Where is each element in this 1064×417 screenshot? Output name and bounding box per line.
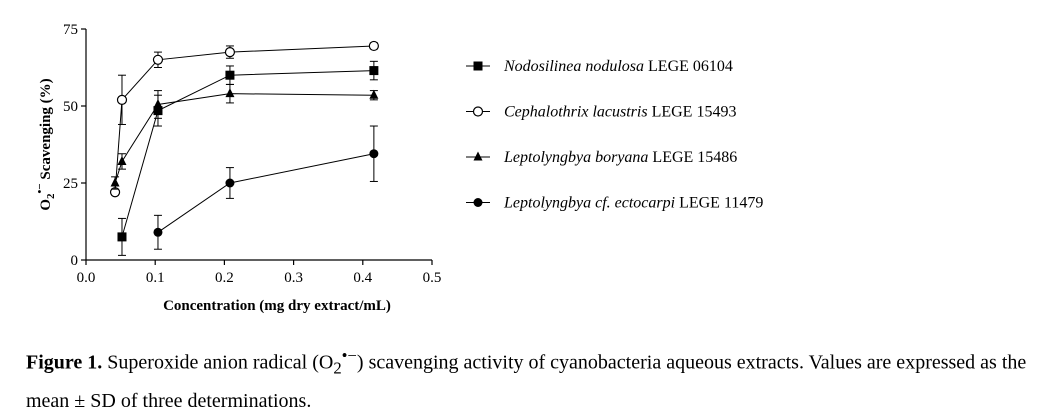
caption-label: Figure 1. <box>26 351 103 374</box>
legend-label-species: Cephalothrix lacustris <box>504 104 648 121</box>
caption-text-before: Superoxide anion radical (O <box>102 351 334 374</box>
legend-label-strain: LEGE 15486 <box>648 149 737 166</box>
caption-text-after: ) scavenging activity of cyanobacteria a… <box>26 351 1027 412</box>
x-tick-label: 0.3 <box>284 270 303 286</box>
plot-area <box>109 40 379 256</box>
legend-marker <box>472 106 484 117</box>
data-point <box>117 232 127 242</box>
data-point <box>369 149 379 159</box>
data-point <box>369 66 379 76</box>
legend-entry-3: Leptolyngbya boryana LEGE 15486 <box>466 149 737 166</box>
x-tick-label: 0.1 <box>146 270 165 286</box>
data-point <box>225 88 235 98</box>
data-point <box>225 178 235 188</box>
legend-marker <box>473 61 483 71</box>
chart-figure: 0 25 50 75 0.0 0.1 0.2 0.3 0.4 0.5 Concentration… <box>34 22 763 314</box>
data-point <box>368 40 379 52</box>
y-axis-title-sub: 2 <box>45 193 57 199</box>
legend-label-strain: LEGE 11479 <box>675 195 763 212</box>
legend-label-strain: LEGE 06104 <box>644 58 733 75</box>
caption-sup: •− <box>341 346 357 365</box>
x-tick-label: 0.5 <box>423 270 442 286</box>
figure-caption: Figure 1. Superoxide anion radical (O2•−… <box>26 340 1056 417</box>
x-tick-label: 0.2 <box>215 270 234 286</box>
data-point <box>224 46 236 58</box>
legend-label-species: Leptolyngbya boryana <box>503 149 648 166</box>
legend-entry-2: Cephalothrix lacustris LEGE 15493 <box>466 104 736 121</box>
legend-label: Cephalothrix lacustris LEGE 15493 <box>504 104 736 121</box>
y-tick-label: 75 <box>63 22 78 38</box>
data-point <box>117 155 127 165</box>
data-point <box>153 98 163 108</box>
y-axis-title-base: O <box>38 199 54 211</box>
caption-sub: 2 <box>333 358 342 378</box>
y-tick-label: 25 <box>63 176 78 192</box>
data-point <box>116 94 128 105</box>
x-tick-label: 0.0 <box>77 270 96 286</box>
legend-label-species: Leptolyngbya cf. ectocarpi <box>503 195 675 212</box>
series-line <box>114 45 374 193</box>
series-line <box>121 70 374 238</box>
y-ticks: 0 25 50 75 <box>63 22 86 269</box>
legend-label: Leptolyngbya boryana LEGE 15486 <box>503 149 737 166</box>
legend-label-strain: LEGE 15493 <box>648 104 737 121</box>
legend-marker <box>473 198 483 207</box>
x-ticks: 0.0 0.1 0.2 0.3 0.4 0.5 <box>77 260 442 286</box>
y-axis-title-rest: Scavenging (%) <box>38 78 54 183</box>
series-line <box>157 153 374 233</box>
y-tick-label: 50 <box>63 99 78 115</box>
data-point <box>369 89 379 99</box>
legend-entry-4: Leptolyngbya cf. ectocarpi LEGE 11479 <box>466 195 763 212</box>
y-tick-label: 0 <box>71 253 79 269</box>
data-point <box>225 70 235 80</box>
y-axis-title: O2•− Scavenging (%) <box>34 78 57 210</box>
series-4 <box>153 125 379 250</box>
legend-label: Leptolyngbya cf. ectocarpi LEGE 11479 <box>503 195 763 212</box>
x-axis-title: Concentration (mg dry extract/mL) <box>163 298 391 314</box>
series-3 <box>110 83 379 190</box>
series-2 <box>109 40 379 198</box>
data-point <box>153 227 163 237</box>
legend-entry-1: Nodosilinea nodulosa LEGE 06104 <box>466 58 733 75</box>
legend-marker <box>473 151 483 161</box>
legend: Nodosilinea nodulosa LEGE 06104 Cephaloth… <box>466 58 763 212</box>
x-tick-label: 0.4 <box>353 270 372 286</box>
legend-label: Nodosilinea nodulosa LEGE 06104 <box>503 58 733 75</box>
legend-label-species: Nodosilinea nodulosa <box>503 58 644 75</box>
y-axis-title-sup: •− <box>34 183 46 193</box>
data-point <box>110 177 120 187</box>
axes: 0 25 50 75 0.0 0.1 0.2 0.3 0.4 0.5 <box>63 22 441 286</box>
data-point <box>152 54 164 65</box>
